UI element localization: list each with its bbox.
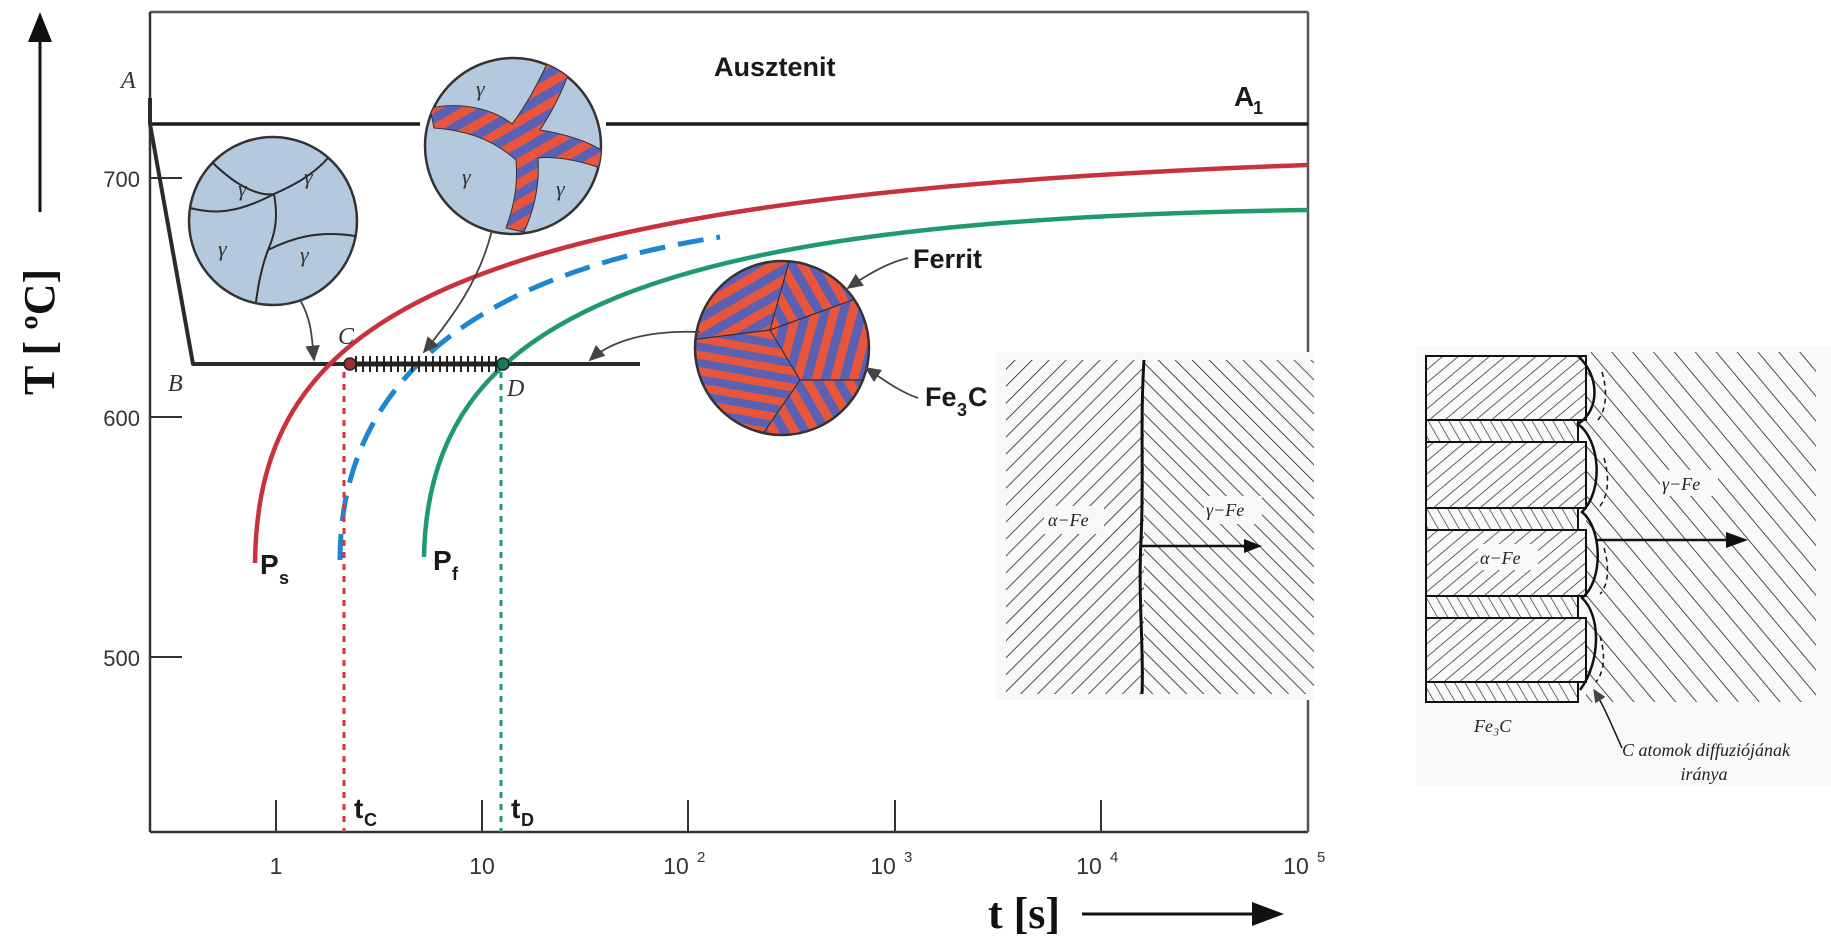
point-a-label: A [119, 68, 136, 94]
fe3c-inset-label: Fe₃C [1473, 716, 1512, 736]
x-tick-exponent: 3 [904, 849, 912, 866]
svg-text:P: P [260, 549, 279, 580]
y-tick-label: 700 [103, 167, 140, 192]
cementite-lamella [1425, 681, 1579, 703]
point-c-marker [343, 357, 357, 371]
a1-label: A 1 [1234, 81, 1263, 118]
gamma-symbol: γ [476, 76, 486, 101]
pointer-arrow-icon [299, 299, 320, 362]
point-d-marker [496, 357, 510, 371]
point-d-label: D [506, 376, 524, 402]
svg-text:D: D [521, 810, 534, 830]
gamma-symbol: γ [300, 242, 310, 267]
transformation-interval [343, 356, 510, 372]
carbon-diffusion-note: iránya [1681, 764, 1728, 784]
x-tick-label: 10 [663, 853, 689, 879]
svg-text:f: f [452, 564, 459, 584]
pearlite-growth-inset: α−Fe γ−Fe Fe₃C C atomok diffuziójának ir… [1416, 346, 1831, 786]
svg-text:t: t [354, 793, 363, 824]
austenite-grains-micrograph: γ γ γ γ [187, 135, 359, 307]
gamma-symbol: γ [218, 236, 228, 261]
alpha-fe-label: α−Fe [1480, 548, 1521, 568]
alpha-fe-label: α−Fe [1048, 510, 1089, 530]
pointer-arrow-icon [864, 367, 919, 399]
td-label: t D [511, 793, 534, 830]
x-axis-title-group: t [s] [988, 889, 1284, 938]
svg-text:C: C [968, 382, 988, 412]
x-tick-exponent: 4 [1110, 849, 1118, 866]
svg-text:3: 3 [957, 400, 967, 420]
cementite-lamella [1425, 595, 1579, 619]
y-axis-title-group: T [ ºC] [15, 12, 64, 395]
ferrite-label: Ferrit [913, 244, 982, 274]
gamma-fe-label: γ−Fe [1662, 474, 1700, 494]
x-tick-label: 10 [1076, 853, 1102, 879]
svg-text:t: t [511, 793, 520, 824]
up-arrow-icon [28, 12, 52, 42]
x-tick-exponent: 2 [697, 849, 705, 866]
point-b-label: B [168, 371, 183, 397]
pointer-arrow-icon [422, 229, 493, 354]
gamma-symbol: γ [304, 164, 314, 189]
y-ticks: 700 600 500 [103, 167, 182, 671]
ps-label: P s [260, 549, 289, 588]
svg-text:Fe: Fe [925, 382, 957, 412]
y-axis-title: T [ ºC] [15, 269, 64, 395]
ferrite-growth-inset: α−Fe γ−Fe [996, 352, 1314, 700]
transformation-50-percent-curve [337, 234, 721, 561]
cementite-lamella [1425, 419, 1579, 443]
pearlite-micrograph [693, 259, 871, 437]
svg-text:A: A [1234, 81, 1254, 112]
x-tick-label: 10 [870, 853, 896, 879]
point-c-label: C [338, 324, 355, 350]
fe3c-label: Fe 3 C [925, 382, 988, 420]
pointer-arrow-icon [1593, 688, 1623, 749]
cementite-lamella [1425, 507, 1579, 531]
x-tick-exponent: 5 [1317, 849, 1325, 866]
ferrite-lamella [1425, 355, 1587, 421]
svg-text:1: 1 [1253, 98, 1263, 118]
pointer-arrow-icon [588, 330, 701, 362]
gamma-symbol: γ [556, 176, 566, 201]
x-tick-label: 10 [1283, 853, 1309, 879]
x-tick-label: 10 [469, 853, 495, 879]
austenite-label: Ausztenit [714, 52, 836, 82]
growth-arrow-icon [1244, 539, 1262, 553]
ferrite-lamella [1425, 617, 1587, 683]
carbon-diffusion-note: C atomok diffuziójának [1622, 740, 1791, 760]
svg-text:C: C [364, 810, 377, 830]
gamma-fe-label: γ−Fe [1206, 500, 1244, 520]
y-tick-label: 600 [103, 406, 140, 431]
pearlite-finish-curve [421, 207, 1309, 558]
ferrite-lamella [1425, 441, 1587, 509]
x-ticks: 1 10 10 2 10 3 10 4 10 5 [270, 800, 1325, 879]
gamma-symbol: γ [238, 176, 248, 201]
svg-text:P: P [433, 545, 452, 576]
x-axis-title: t [s] [988, 889, 1060, 938]
gamma-symbol: γ [462, 164, 472, 189]
pearlite-start-curve [252, 162, 1309, 564]
right-arrow-icon [1252, 902, 1284, 926]
pointer-arrow-icon [846, 257, 909, 290]
svg-text:s: s [279, 568, 289, 588]
pearlite-nucleation-micrograph: γ γ γ [423, 56, 603, 236]
x-tick-label: 1 [270, 853, 283, 879]
pf-label: P f [433, 545, 459, 584]
y-tick-label: 500 [103, 646, 140, 671]
tc-label: t C [354, 793, 377, 830]
growth-arrow-icon [1726, 532, 1748, 548]
